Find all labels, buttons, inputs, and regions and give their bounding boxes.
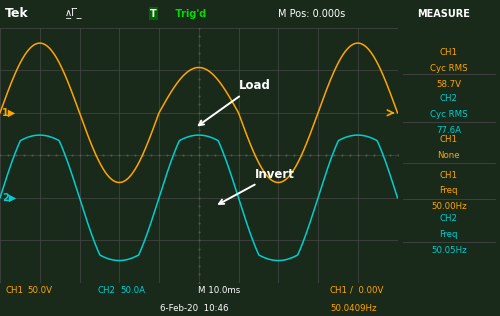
Text: 50.00Hz: 50.00Hz <box>431 202 466 211</box>
Text: T: T <box>150 9 157 19</box>
Text: CH1: CH1 <box>440 135 458 144</box>
Text: /  0.00V: / 0.00V <box>350 286 384 295</box>
Text: 58.7V: 58.7V <box>436 80 461 89</box>
Text: ∧̲̲Γ̅̅_: ∧̲̲Γ̅̅_ <box>65 7 82 18</box>
Text: Tek: Tek <box>5 7 29 21</box>
Text: 50.0V: 50.0V <box>28 286 52 295</box>
Text: None: None <box>438 151 460 160</box>
Text: Freq: Freq <box>440 186 458 195</box>
Text: M Pos: 0.000s: M Pos: 0.000s <box>278 9 345 19</box>
Text: CH1: CH1 <box>440 48 458 57</box>
Text: 77.6A: 77.6A <box>436 126 461 135</box>
Text: Load: Load <box>199 79 270 125</box>
Text: Trig'd: Trig'd <box>172 9 207 19</box>
Text: Cyc RMS: Cyc RMS <box>430 110 468 119</box>
Text: Invert: Invert <box>219 167 294 204</box>
Text: 6-Feb-20  10:46: 6-Feb-20 10:46 <box>160 304 228 313</box>
Text: Freq: Freq <box>440 230 458 239</box>
Text: Cyc RMS: Cyc RMS <box>430 64 468 73</box>
Text: CH1: CH1 <box>440 171 458 179</box>
Text: CH2: CH2 <box>440 94 458 103</box>
Text: CH1: CH1 <box>330 286 348 295</box>
Text: 50.0409Hz: 50.0409Hz <box>330 304 376 313</box>
Text: CH1: CH1 <box>5 286 23 295</box>
Text: CH2: CH2 <box>440 214 458 223</box>
Text: 1▶: 1▶ <box>2 108 16 118</box>
Text: 2▶: 2▶ <box>2 193 16 203</box>
Text: M 10.0ms: M 10.0ms <box>198 286 240 295</box>
Text: 50.05Hz: 50.05Hz <box>431 246 466 255</box>
Text: MEASURE: MEASURE <box>418 9 470 19</box>
Text: 50.0A: 50.0A <box>120 286 145 295</box>
Text: CH2: CH2 <box>98 286 116 295</box>
